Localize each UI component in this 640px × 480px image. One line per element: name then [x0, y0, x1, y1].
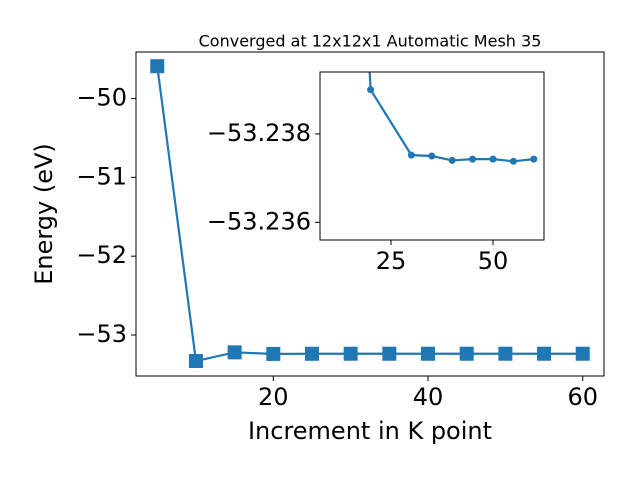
- marker: [367, 86, 375, 94]
- marker: [469, 155, 477, 163]
- x-axis-label: Increment in K point: [248, 417, 492, 445]
- y-tick-label: −53.238: [207, 119, 311, 147]
- axes-frame: [319, 71, 545, 241]
- marker: [498, 346, 513, 361]
- marker: [343, 346, 358, 361]
- marker: [407, 151, 415, 159]
- marker: [382, 346, 397, 361]
- marker: [150, 59, 165, 74]
- marker: [537, 346, 552, 361]
- y-tick-label: −51: [76, 162, 127, 190]
- x-tick-label: 60: [567, 383, 598, 411]
- plot-content: [150, 59, 590, 369]
- x-tick-label: 40: [413, 383, 444, 411]
- y-tick-label: −50: [76, 84, 127, 112]
- marker: [509, 157, 517, 165]
- x-tick-label: 50: [478, 247, 509, 275]
- marker: [530, 155, 538, 163]
- x-tick-label: 25: [376, 247, 407, 275]
- marker: [489, 155, 497, 163]
- marker: [448, 156, 456, 164]
- marker: [575, 346, 590, 361]
- y-axis-label: Energy (eV): [30, 143, 58, 285]
- marker: [428, 152, 436, 160]
- axes-frame: [135, 51, 605, 377]
- marker: [188, 354, 203, 369]
- y-tick-label: −53.236: [207, 207, 311, 235]
- marker: [459, 346, 474, 361]
- y-tick-label: −52: [76, 241, 127, 269]
- plot-content: [367, 72, 538, 165]
- marker: [304, 346, 319, 361]
- y-tick-label: −53: [76, 320, 127, 348]
- marker: [227, 345, 242, 360]
- marker: [266, 346, 281, 361]
- marker: [421, 346, 436, 361]
- x-tick-label: 20: [258, 383, 289, 411]
- chart-title: Converged at 12x12x1 Automatic Mesh 35: [199, 32, 542, 51]
